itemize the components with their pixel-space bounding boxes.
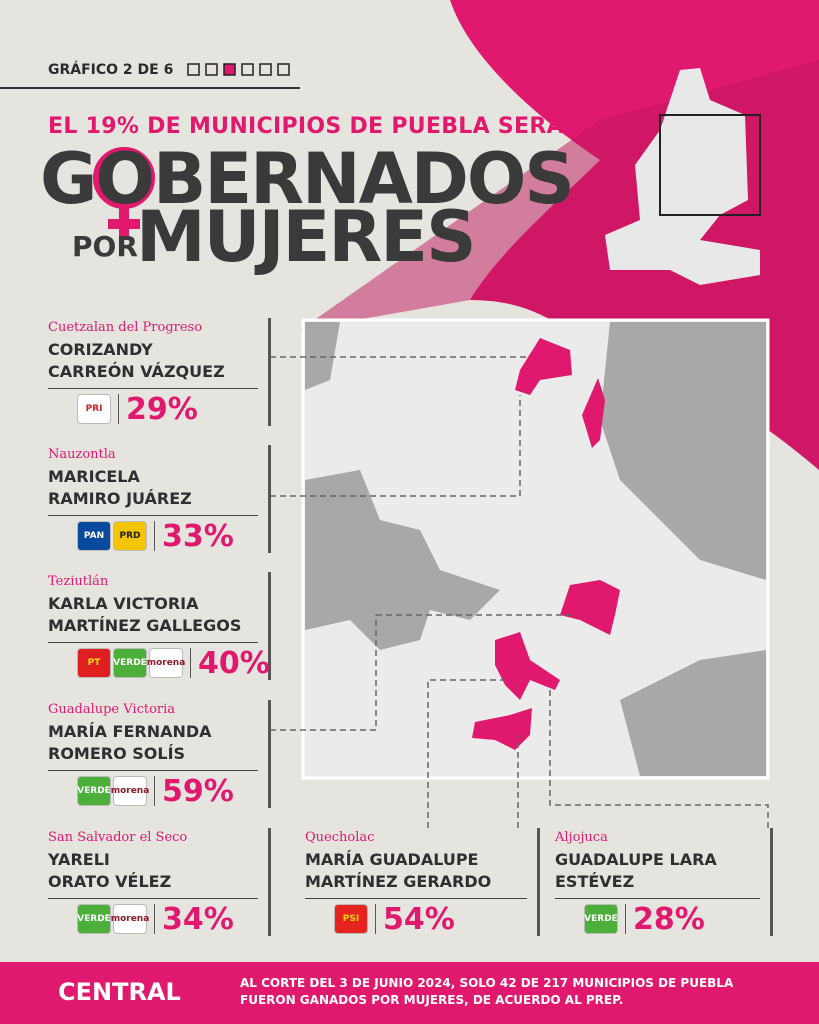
candidate-name: CORIZANDY — [48, 340, 153, 359]
candidate-name: GUADALUPE LARA — [555, 850, 717, 869]
municipality: Aljojuca — [555, 830, 608, 845]
candidate-name: MARTÍNEZ GERARDO — [305, 872, 492, 891]
party-logo: VERDE — [77, 777, 111, 805]
separator — [118, 394, 119, 424]
rule — [48, 515, 258, 516]
candidate-name: ORATO VÉLEZ — [48, 872, 172, 891]
separator — [154, 904, 155, 934]
candidate-name: MARTÍNEZ GALLEGOS — [48, 616, 242, 635]
note-line: FUERON GANADOS POR MUJERES, DE ACUERDO A… — [240, 993, 624, 1007]
municipality — [560, 580, 620, 635]
party-logo: morena — [111, 905, 149, 933]
party-logo: PRD — [114, 522, 146, 550]
region — [305, 322, 340, 390]
party-logo: PRI — [78, 395, 110, 423]
candidate-name: MARÍA GUADALUPE — [305, 850, 479, 869]
municipality: Guadalupe Victoria — [48, 702, 176, 717]
region — [305, 470, 500, 650]
divider — [268, 828, 271, 936]
candidate-name: ROMERO SOLÍS — [48, 744, 186, 763]
region — [620, 650, 766, 776]
party-logo: PSI — [335, 905, 367, 933]
party-logo: VERDE — [77, 905, 111, 933]
zoom-box — [659, 114, 761, 216]
party-logo: VERDE — [113, 649, 147, 677]
rule — [555, 898, 760, 899]
percent: 54% — [383, 902, 455, 937]
municipality: Quecholac — [305, 830, 375, 845]
candidate-name: MARÍA FERNANDA — [48, 722, 212, 741]
divider — [268, 700, 271, 808]
party-logo: PAN — [78, 522, 110, 550]
candidate-name: ESTÉVEZ — [555, 872, 635, 891]
divider — [537, 828, 540, 936]
separator — [154, 521, 155, 551]
separator — [625, 904, 626, 934]
divider — [268, 445, 271, 553]
rule — [48, 388, 258, 389]
percent: 34% — [162, 902, 234, 937]
rule — [305, 898, 527, 899]
female-symbol — [93, 147, 155, 240]
title-small: POR — [72, 230, 138, 263]
rule — [48, 770, 258, 771]
divider — [770, 828, 773, 936]
percent: 59% — [162, 774, 234, 809]
separator — [190, 648, 191, 678]
brand: CENTRAL — [58, 978, 181, 1006]
note-line: AL CORTE DEL 3 DE JUNIO 2024, SOLO 42 DE… — [240, 976, 734, 990]
progress-boxes — [187, 63, 290, 76]
candidate-name: MARICELA — [48, 467, 140, 486]
party-logo: PT — [78, 649, 110, 677]
party-logo: morena — [147, 649, 185, 677]
rule — [48, 642, 258, 643]
municipality — [495, 632, 560, 700]
title-big: MUJERES — [136, 196, 476, 278]
municipality: Cuetzalan del Progreso — [48, 320, 203, 335]
divider — [268, 572, 271, 680]
party-logo: VERDE — [584, 905, 618, 933]
percent: 28% — [633, 902, 705, 937]
candidate-name: RAMIRO JUÁREZ — [48, 489, 192, 508]
candidate-name: YARELI — [48, 850, 110, 869]
candidate-name: CARREÓN VÁZQUEZ — [48, 362, 225, 381]
divider — [268, 318, 271, 426]
region — [600, 322, 766, 580]
percent: 29% — [126, 392, 198, 427]
chart-counter: GRÁFICO 2 DE 6 — [48, 62, 174, 78]
title-big: GOBERNADOS — [40, 138, 575, 220]
municipality — [515, 338, 572, 395]
party-logo: morena — [111, 777, 149, 805]
state-map — [605, 68, 760, 285]
municipality — [472, 708, 532, 750]
candidate-name: KARLA VICTORIA — [48, 594, 199, 613]
percent: 33% — [162, 519, 234, 554]
municipality: San Salvador el Seco — [48, 830, 188, 845]
municipality: Teziutlán — [48, 574, 109, 589]
municipality — [582, 378, 605, 448]
separator — [375, 904, 376, 934]
rule — [48, 898, 258, 899]
title-line: EL 19% DE MUNICIPIOS DE PUEBLA SERÁN — [48, 114, 583, 139]
percent: 40% — [198, 646, 270, 681]
footer — [0, 962, 819, 1024]
municipality: Nauzontla — [48, 447, 116, 462]
separator — [154, 776, 155, 806]
